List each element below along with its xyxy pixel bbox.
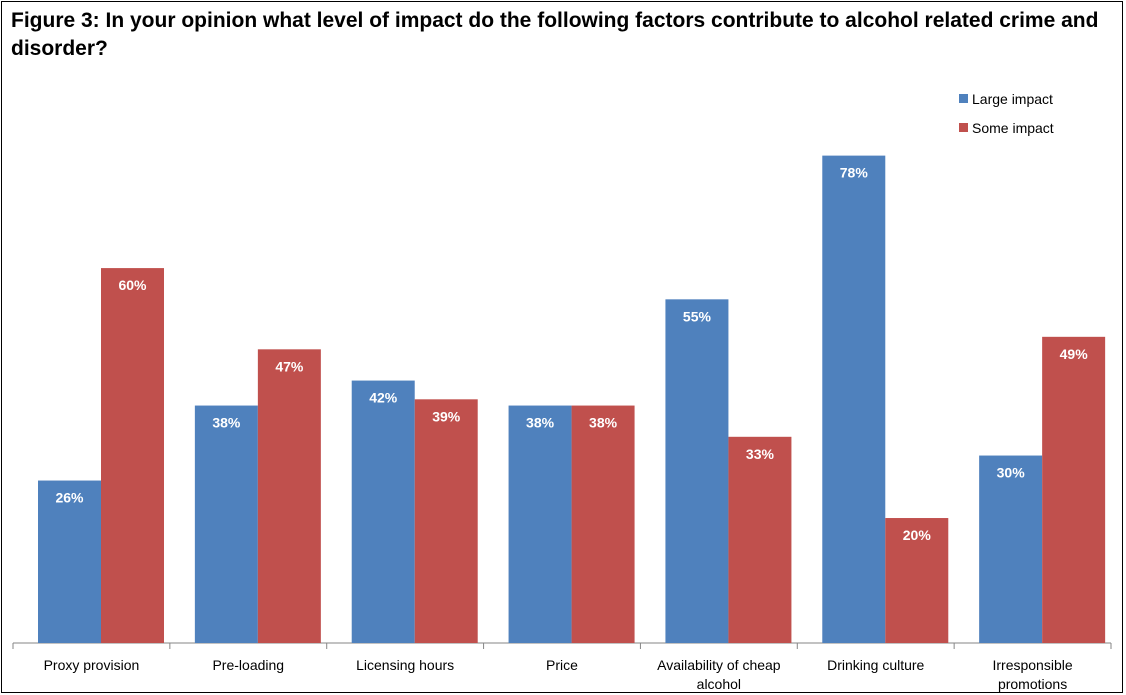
bar-some-impact	[1042, 336, 1106, 643]
bar-some-impact	[257, 349, 321, 643]
bar-some-impact	[414, 399, 478, 643]
category-label: Irresponsible	[992, 657, 1072, 673]
bar-value-label: 60%	[118, 277, 147, 293]
bar-value-label: 38%	[526, 415, 555, 431]
chart-title: Figure 3: In your opinion what level of …	[11, 9, 1099, 60]
bar-large-impact	[194, 405, 258, 643]
bar-large-impact	[979, 455, 1043, 643]
bar-value-label: 33%	[746, 446, 775, 462]
bar-some-impact	[728, 436, 792, 643]
bar-large-impact	[665, 299, 729, 643]
legend-label: Large impact	[972, 91, 1053, 107]
bar-large-impact	[508, 405, 572, 643]
bar-value-label: 30%	[997, 465, 1026, 481]
bar-value-label: 20%	[903, 527, 932, 543]
bar-value-label: 38%	[589, 415, 618, 431]
bar-large-impact	[38, 480, 101, 643]
bar-value-label: 47%	[275, 358, 304, 374]
bar-some-impact	[571, 405, 635, 643]
legend-swatch-large-impact	[959, 94, 968, 103]
bar-value-label: 39%	[432, 408, 461, 424]
bar-large-impact	[822, 155, 886, 643]
category-label: alcohol	[697, 676, 741, 692]
category-label: Availability of cheap	[657, 657, 781, 673]
bar-some-impact	[885, 518, 949, 643]
category-label: Drinking culture	[827, 657, 924, 673]
bar-some-impact	[101, 268, 164, 643]
category-label: Proxy provision	[44, 657, 140, 673]
category-label: Price	[546, 657, 578, 673]
category-label: Licensing hours	[356, 657, 454, 673]
bar-value-label: 78%	[840, 165, 869, 181]
legend-swatch-some-impact	[959, 123, 968, 132]
category-label: Pre-loading	[212, 657, 284, 673]
legend-label: Some impact	[972, 120, 1054, 136]
bar-large-impact	[351, 380, 415, 643]
bar-value-label: 42%	[369, 390, 398, 406]
bar-value-label: 26%	[55, 490, 84, 506]
bar-value-label: 49%	[1060, 346, 1089, 362]
bar-value-label: 55%	[683, 308, 712, 324]
category-label: promotions	[998, 676, 1067, 692]
bar-value-label: 38%	[212, 415, 241, 431]
